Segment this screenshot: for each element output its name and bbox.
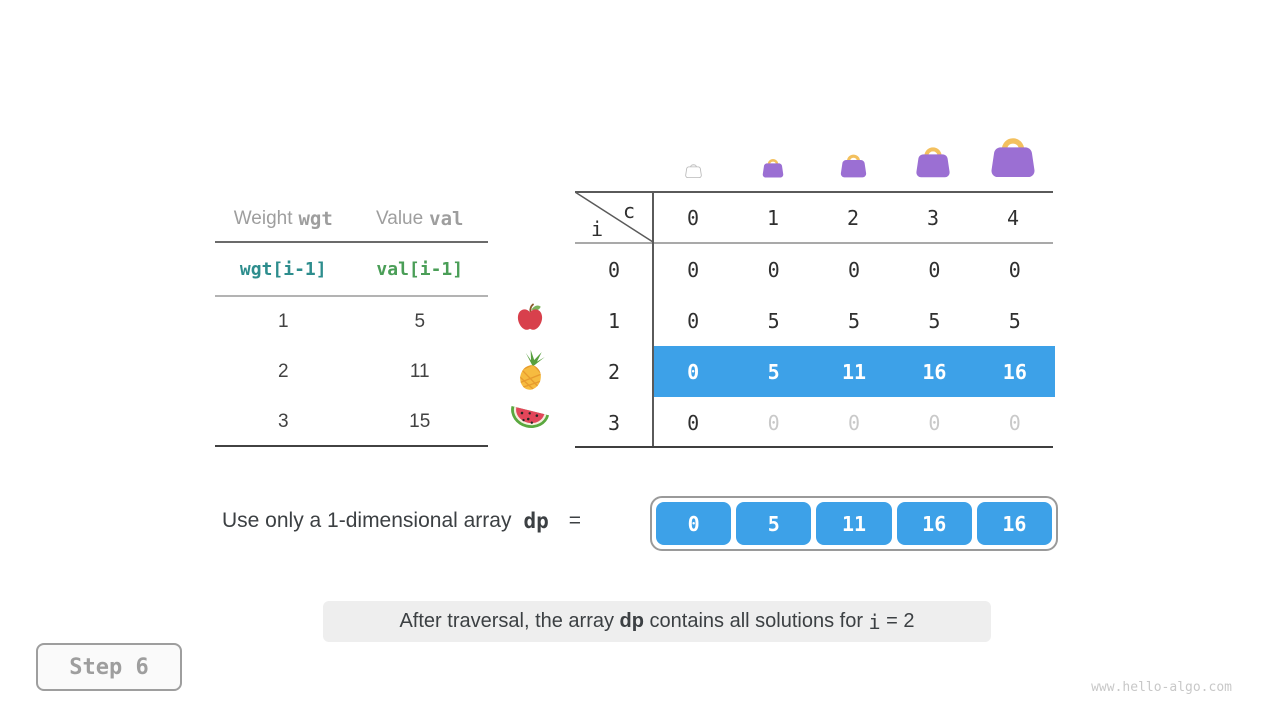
row-variable-label: i [590,217,604,241]
equals-sign: = [568,509,582,532]
dp-row-3: 3 0 0 0 0 0 [575,397,1055,448]
items-table-bottom-rule [215,445,488,447]
col-header: 2 [846,205,860,230]
bag-icon-1 [733,157,813,178]
dp-row-1: 1 0 5 5 5 5 [575,295,1055,346]
dp-row-cells: 0 5 5 5 5 [653,295,1055,346]
array-label-text: Use only a 1-dimensional array [222,509,512,532]
dp-cell: 5 [767,308,780,333]
dp-cell: 16 [1002,359,1027,384]
col-header: 4 [1006,205,1020,230]
col-header: 1 [766,205,780,230]
dp-array-cell: 5 [736,502,812,545]
corner-diagonal-line [575,192,653,242]
dp-variable-name: dp [523,509,549,533]
wgt-code-label: wgt [298,207,333,230]
weight-cell: 1 [277,311,289,332]
dp-row-cells: 0 5 11 16 16 [653,346,1055,397]
bag-icon-3 [893,144,973,178]
value-cell: 15 [409,411,431,432]
caption-i-var: i [868,609,881,634]
weight-label: Weight [233,207,293,229]
dp-table-vertical-rule [652,191,654,448]
dp-cell: 0 [1008,257,1021,282]
empty-bag-icon [653,162,733,178]
dp-cell: 0 [847,410,861,435]
weight-cell: 2 [277,361,289,382]
dp-row-cells: 0 0 0 0 0 [653,397,1055,448]
array-description-label: Use only a 1-dimensional array dp = [222,509,581,533]
value-column-header: Value val [352,196,489,241]
dp-cell: 5 [767,359,780,384]
capacity-bags-row [653,126,1053,178]
row-header: 0 [607,257,621,282]
bag-icon-2 [813,152,893,178]
dp-cell: 11 [841,359,867,384]
dp-cell: 0 [767,257,780,282]
dp-row-2-highlighted: 2 0 5 11 16 16 [575,346,1055,397]
pineapple-icon [510,347,554,395]
dp-cell: 0 [928,257,941,282]
caption-box: After traversal, the array dp contains a… [323,601,991,642]
items-table: Weight wgt Value val wgt[i-1] val[i-1] 1… [215,196,488,449]
col-header: 3 [926,205,940,230]
caption-prefix: After traversal, the array [399,610,620,632]
weight-column-header: Weight wgt [215,196,352,241]
column-variable-label: c [622,199,636,223]
dp-cell: 0 [687,359,700,384]
dp-cell: 0 [928,410,941,435]
items-table-code-rule [215,295,488,297]
items-table-header-rule [215,241,488,243]
dp-array-cell: 16 [976,502,1053,545]
dp-cell: 0 [1008,410,1021,435]
bag-icon-4 [973,134,1053,178]
dp-table-top-rule [575,191,1053,193]
value-label: Value [375,207,424,229]
value-cell: 11 [409,361,430,382]
dp-cell: 5 [847,308,861,333]
dp-table-bottom-rule [575,446,1053,448]
watermark: www.hello-algo.com [1091,680,1232,695]
dp-cell: 5 [928,308,941,333]
val-index-expression: val[i-1] [376,258,464,280]
dp-row-cells: 0 0 0 0 0 [653,244,1055,295]
dp-table-header-rule [575,242,1053,244]
dp-array-cell: 0 [656,502,732,545]
table-row: 2 11 [215,347,488,397]
dp-row-0: 0 0 0 0 0 0 [575,244,1055,295]
dp-cell: 0 [847,257,861,282]
row-header: 2 [607,359,621,384]
dp-cell: 0 [767,410,780,435]
items-table-header: Weight wgt Value val [215,196,488,241]
caption-dp-var: dp [619,610,644,632]
weight-cell: 3 [277,411,289,432]
dp-cell: 0 [687,410,700,435]
dp-table-body: 0 0 0 0 0 0 1 0 5 5 5 5 2 0 5 [575,244,1055,448]
val-code-label: val [429,207,464,230]
dp-cell: 0 [687,257,700,282]
watermelon-icon [503,395,553,440]
dp-column-headers: 0 1 2 3 4 [653,193,1053,242]
col-header: 0 [686,205,700,230]
row-header: 1 [607,308,621,333]
table-row: 3 15 [215,397,488,447]
caption-suffix: = 2 [880,610,915,632]
dp-array-cell: 16 [896,502,972,545]
caption-middle: contains all solutions for [643,610,869,632]
dp-array-cell: 11 [816,502,892,545]
items-table-code-row: wgt[i-1] val[i-1] [215,243,488,295]
row-header: 3 [607,410,621,435]
dp-cell: 0 [687,308,700,333]
value-cell: 5 [414,311,426,332]
apple-icon [515,302,545,332]
table-row: 1 5 [215,297,488,347]
step-badge: Step 6 [36,643,182,691]
dp-cell: 5 [1008,308,1021,333]
dp-array: 0 5 11 16 16 [650,496,1058,551]
dp-cell: 16 [922,359,947,384]
wgt-index-expression: wgt[i-1] [239,258,327,280]
